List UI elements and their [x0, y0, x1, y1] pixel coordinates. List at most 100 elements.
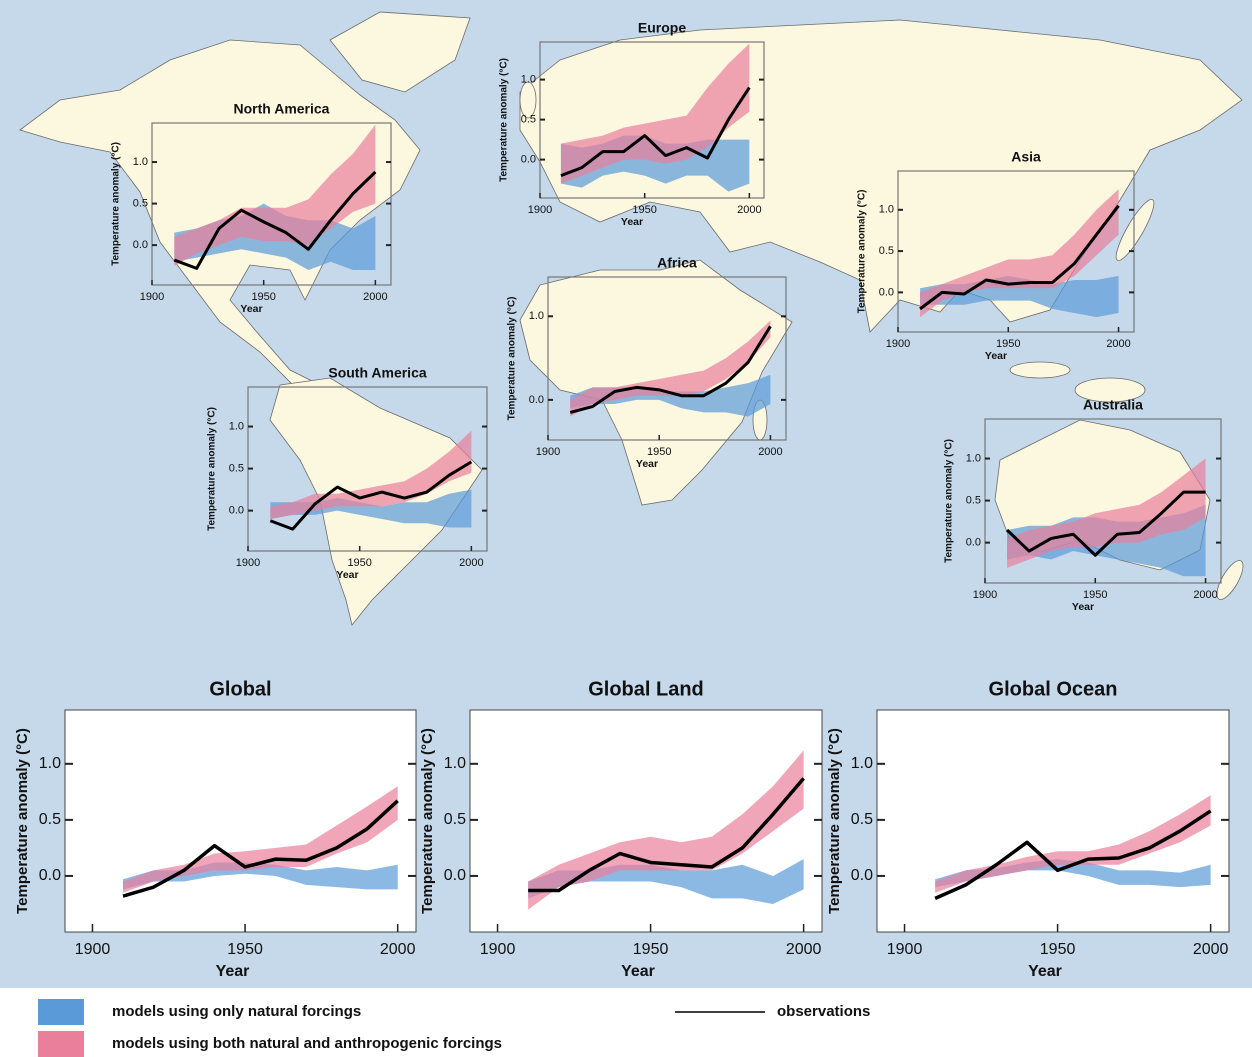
y-tick-label: 0.5 [39, 811, 61, 828]
y-tick-label: 0.0 [879, 286, 894, 298]
x-axis-label: Year [621, 216, 643, 228]
y-axis-label: Temperature anomaly (°C) [857, 190, 868, 314]
y-tick-label: 1.0 [521, 74, 536, 86]
x-axis-label: Year [240, 303, 262, 315]
chart-title: North America [234, 101, 330, 117]
x-tick-label: 1950 [632, 204, 656, 216]
y-axis-label: Temperature anomaly (°C) [507, 297, 518, 421]
chart-panel: 0.0 0.5 1.0 1900 1950 2000 Year Temperature ano… [14, 678, 417, 980]
chart-panel: 0.0 1.0 1900 1950 2000 Year Temperature anomal… [507, 255, 787, 470]
anthropogenic-band [1007, 458, 1206, 568]
observations-line [1006, 490, 1206, 557]
y-tick-label: 0.0 [521, 154, 536, 166]
y-tick-label: 0.0 [229, 505, 244, 517]
x-tick-label: 1950 [347, 557, 371, 569]
x-tick-label: 2000 [380, 941, 416, 958]
greenland [329, 11, 471, 93]
y-tick-label: 0.5 [521, 114, 536, 126]
x-tick-label: 2000 [363, 291, 387, 303]
y-tick-label: 0.5 [879, 245, 894, 257]
observations-line [122, 799, 399, 898]
x-tick-label: 2000 [786, 941, 822, 958]
charts: 0.0 0.5 1.0 1900 1950 2000 Year Temperature ano… [14, 20, 1230, 980]
x-tick-label: 1900 [75, 941, 111, 958]
y-axis-label: Temperature anomaly (°C) [14, 728, 31, 914]
observations-line [528, 777, 805, 893]
x-tick-label: 1950 [251, 291, 275, 303]
chart-panel: 0.0 0.5 1.0 1900 1950 2000 Year Temperature ano… [111, 101, 392, 315]
natural-band [270, 489, 472, 528]
anthropogenic-band [270, 430, 472, 520]
observations-line [569, 325, 772, 414]
chart-panel: 0.0 0.5 1.0 1900 1950 2000 Year Temperature ano… [207, 365, 488, 581]
chart-title: Global Ocean [989, 678, 1118, 700]
x-axis-label: Year [1072, 601, 1094, 613]
observations-line [919, 204, 1120, 311]
x-axis-label: Year [985, 350, 1007, 362]
x-axis-label: Year [216, 963, 250, 980]
x-axis-label: Year [621, 963, 655, 980]
y-tick-label: 0.5 [444, 811, 466, 828]
y-tick-label: 0.0 [39, 867, 61, 884]
anthropogenic-band [174, 124, 376, 266]
y-axis-label: Temperature anomaly (°C) [944, 439, 955, 563]
indonesia [1009, 361, 1071, 379]
x-tick-label: 1900 [886, 338, 910, 350]
x-axis-label: Year [636, 458, 658, 470]
y-tick-label: 1.0 [966, 452, 981, 464]
north-america [19, 39, 421, 393]
x-tick-label: 1950 [647, 446, 671, 458]
y-tick-label: 1.0 [529, 310, 544, 322]
x-tick-label: 2000 [737, 204, 761, 216]
plot-frame [547, 276, 787, 441]
x-tick-label: 2000 [758, 446, 782, 458]
y-tick-label: 1.0 [851, 755, 873, 772]
y-axis-label: Temperature anomaly (°C) [499, 58, 510, 182]
x-tick-label: 1900 [536, 446, 560, 458]
y-tick-label: 0.5 [229, 462, 244, 474]
anthropogenic-band [528, 750, 804, 910]
chart-title: Australia [1083, 397, 1143, 413]
anthropogenic-band [920, 189, 1119, 318]
chart-title: Africa [657, 255, 697, 271]
x-tick-label: 1950 [227, 941, 263, 958]
chart-panel: 0.0 0.5 1.0 1900 1950 2000 Year Temperature ano… [826, 678, 1230, 980]
observations-line [173, 170, 377, 270]
y-tick-label: 0.5 [966, 494, 981, 506]
chart-title: Asia [1011, 149, 1041, 165]
x-tick-label: 2000 [1193, 941, 1229, 958]
x-tick-label: 1900 [236, 557, 260, 569]
observations-line [560, 86, 751, 178]
natural-band [935, 859, 1211, 888]
x-axis-label: Year [336, 569, 358, 581]
y-tick-label: 0.0 [133, 239, 148, 251]
legend: models using only natural forcings models… [38, 999, 870, 1057]
x-axis-label: Year [1028, 963, 1062, 980]
x-tick-label: 1950 [996, 338, 1020, 350]
y-axis-label: Temperature anomaly (°C) [207, 407, 218, 531]
japan [1115, 199, 1155, 261]
x-tick-label: 1900 [887, 941, 923, 958]
y-tick-label: 0.5 [133, 197, 148, 209]
observations-line [934, 809, 1212, 900]
y-tick-label: 1.0 [879, 204, 894, 216]
y-axis-label: Temperature anomaly (°C) [111, 142, 122, 266]
new-zealand [1216, 560, 1244, 600]
legend-swatch [38, 1031, 84, 1057]
y-tick-label: 0.0 [851, 867, 873, 884]
chart-title: Global Land [588, 678, 704, 700]
legend-swatch [38, 999, 84, 1025]
legend-label: observations [777, 1003, 870, 1020]
observations-line [269, 460, 473, 531]
x-tick-label: 2000 [1193, 589, 1217, 601]
x-tick-label: 1900 [973, 589, 997, 601]
anthropogenic-band [935, 795, 1211, 893]
y-axis-label: Temperature anomaly (°C) [826, 728, 843, 914]
chart-title: South America [328, 365, 426, 381]
y-tick-label: 0.0 [444, 867, 466, 884]
legend-label: models using both natural and anthropoge… [112, 1035, 502, 1052]
y-tick-label: 0.0 [529, 394, 544, 406]
x-tick-label: 1900 [528, 204, 552, 216]
chart-panel: 0.0 0.5 1.0 1900 1950 2000 Year Temperature ano… [419, 678, 823, 980]
y-axis-label: Temperature anomaly (°C) [419, 728, 436, 914]
